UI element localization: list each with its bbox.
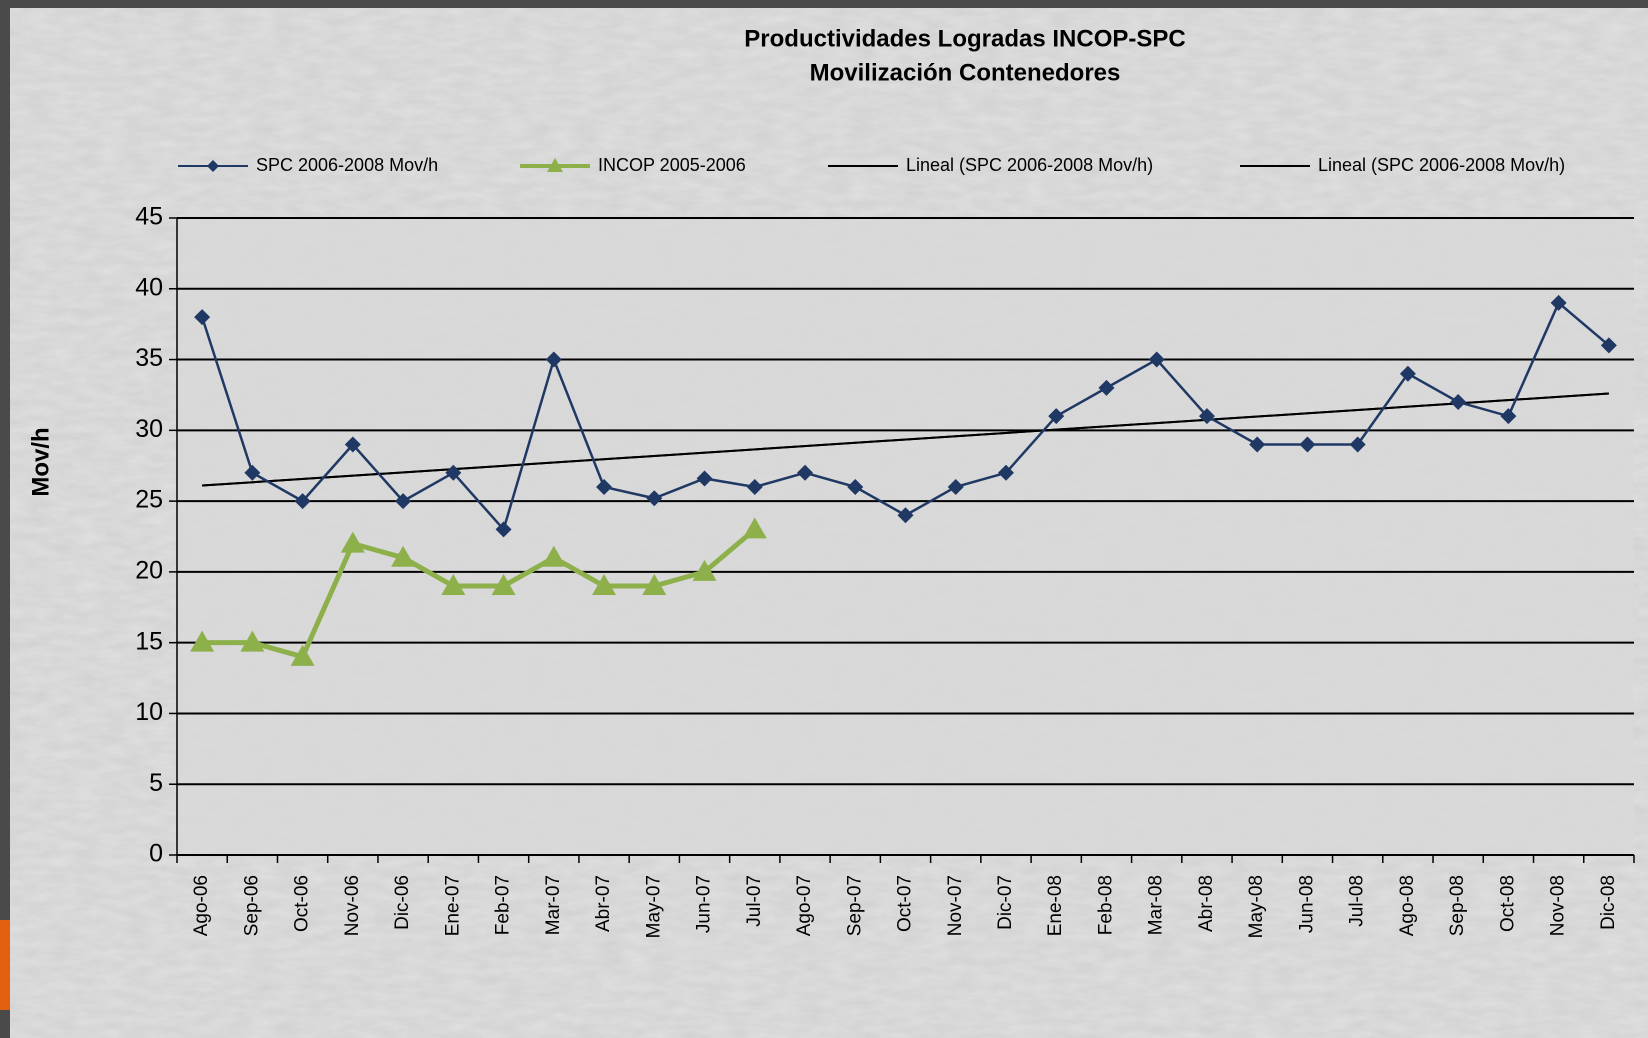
point (1299, 436, 1316, 453)
x-tick-label: Nov-08 (1548, 875, 1569, 936)
point (847, 478, 864, 495)
point (344, 436, 361, 453)
x-tick-label: Oct-06 (292, 875, 313, 932)
x-tick-label: Feb-07 (493, 875, 514, 935)
x-tick-label: Jul-08 (1347, 875, 1368, 927)
point (1349, 436, 1366, 453)
x-tick-label: Abr-08 (1196, 875, 1217, 932)
x-tick-label: Dic-08 (1598, 875, 1619, 930)
x-tick-label: Mar-07 (543, 875, 564, 935)
point (642, 574, 667, 596)
x-tick-label: Nov-07 (945, 875, 966, 936)
plot-area (177, 218, 1634, 855)
point (240, 630, 265, 652)
x-tick-label: Dic-06 (392, 875, 413, 930)
y-axis-label: Mov/h (27, 427, 54, 496)
legend-label: SPC 2006-2008 Mov/h (256, 155, 438, 175)
y-tick-label: 35 (135, 344, 163, 372)
point (1450, 394, 1467, 411)
point (545, 351, 562, 368)
x-tick-label: Abr-07 (593, 875, 614, 932)
point (1500, 408, 1517, 425)
point (797, 464, 814, 481)
chart-subtitle: Movilización Contenedores (810, 59, 1121, 86)
point (190, 630, 215, 652)
x-tick-label: Nov-06 (342, 875, 363, 936)
point (395, 493, 412, 510)
x-tick-label: Jul-07 (744, 875, 765, 927)
point (1249, 436, 1266, 453)
series-line (202, 527, 757, 660)
point (596, 478, 613, 495)
point (290, 644, 315, 666)
legend-label: Lineal (SPC 2006-2008 Mov/h) (906, 155, 1153, 175)
x-tick-label: Ene-08 (1045, 875, 1066, 936)
legend-marker (207, 160, 219, 172)
x-tick-label: Feb-08 (1095, 875, 1116, 935)
point (1198, 408, 1215, 425)
point (1148, 351, 1165, 368)
x-tick-label: May-08 (1246, 875, 1267, 938)
x-tick-label: Ago-06 (191, 875, 212, 936)
point (1600, 337, 1617, 354)
point (897, 507, 914, 524)
x-tick-label: Ago-08 (1397, 875, 1418, 936)
point (340, 531, 365, 553)
point (541, 545, 566, 567)
point (696, 470, 713, 487)
y-tick-label: 45 (135, 203, 163, 231)
point (1048, 408, 1065, 425)
point (491, 574, 516, 596)
x-tick-label: Sep-07 (844, 875, 865, 936)
point (294, 493, 311, 510)
chart-title: Productividades Logradas INCOP-SPC (744, 25, 1185, 52)
x-tick-label: Oct-07 (895, 875, 916, 932)
accent (0, 920, 10, 1010)
x-tick-label: Ago-07 (794, 875, 815, 936)
point (441, 574, 466, 596)
point (947, 478, 964, 495)
y-tick-label: 10 (135, 698, 163, 726)
x-tick-label: Dic-07 (995, 875, 1016, 930)
point (1399, 365, 1416, 382)
y-tick-label: 5 (149, 769, 163, 797)
x-tick-label: Jun-08 (1296, 875, 1317, 933)
y-tick-label: 0 (149, 840, 163, 868)
point (592, 574, 617, 596)
x-tick-label: Ene-07 (442, 875, 463, 936)
y-tick-label: 25 (135, 486, 163, 514)
y-tick-label: 15 (135, 627, 163, 655)
point (742, 517, 767, 539)
point (646, 490, 663, 507)
point (1098, 379, 1115, 396)
point (997, 464, 1014, 481)
x-tick-label: Mar-08 (1146, 875, 1167, 935)
x-tick-label: Oct-08 (1497, 875, 1518, 932)
point (391, 545, 416, 567)
trendline (202, 392, 1609, 487)
legend-label: Lineal (SPC 2006-2008 Mov/h) (1318, 155, 1565, 175)
y-tick-label: 40 (135, 273, 163, 301)
point (244, 464, 261, 481)
x-tick-label: Sep-06 (241, 875, 262, 936)
point (1550, 294, 1567, 311)
point (445, 464, 462, 481)
y-tick-label: 30 (135, 415, 163, 443)
legend-marker (547, 158, 563, 172)
point (495, 521, 512, 538)
legend-label: INCOP 2005-2006 (598, 155, 746, 175)
point (194, 309, 211, 326)
point (692, 559, 717, 581)
y-tick-label: 20 (135, 556, 163, 584)
point (746, 478, 763, 495)
x-tick-label: Jun-07 (694, 875, 715, 933)
x-tick-label: May-07 (643, 875, 664, 938)
x-tick-label: Sep-08 (1447, 875, 1468, 936)
